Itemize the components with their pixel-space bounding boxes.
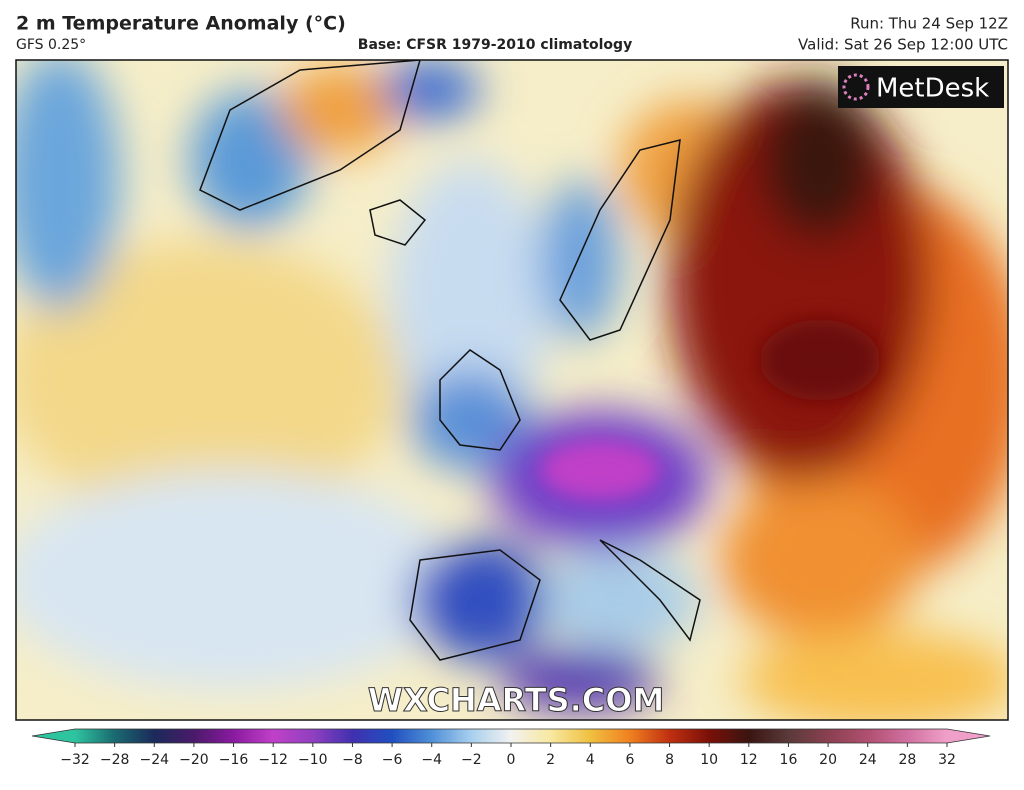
map-frame — [15, 59, 1009, 721]
colorbar-tick-label: −4 — [421, 752, 442, 768]
colorbar-tick-label: 24 — [859, 752, 877, 768]
run: Run: Thu 24 Sep 12Z — [850, 15, 1008, 33]
colorbar-tick-label: 16 — [780, 752, 798, 768]
colorbar-tick-label: 4 — [586, 752, 595, 768]
colorbar-tick-label: −12 — [258, 752, 288, 768]
colorbar-tick-label: 6 — [625, 752, 634, 768]
colorbar-tick-label: −28 — [100, 752, 130, 768]
colorbar-tick-label: 8 — [665, 752, 674, 768]
colorbar-tick-label: −2 — [461, 752, 482, 768]
colorbar-tick-label: −32 — [60, 752, 90, 768]
model: GFS 0.25° — [16, 37, 86, 53]
colorbar-tick-label: 32 — [938, 752, 956, 768]
colorbar-tick-label: 0 — [507, 752, 516, 768]
colorbar-tick-label: −16 — [219, 752, 249, 768]
base: Base: CFSR 1979-2010 climatology — [358, 37, 632, 53]
colorbar-tick-label: −20 — [179, 752, 209, 768]
colorbar-tick-label: −6 — [382, 752, 403, 768]
logo: MetDesk — [876, 74, 989, 104]
colorbar-bar — [31, 728, 991, 744]
valid: Valid: Sat 26 Sep 12:00 UTC — [798, 36, 1008, 54]
colorbar-tick-label: −8 — [342, 752, 363, 768]
map: MetDesk WXCHARTS.COM — [16, 60, 1008, 720]
colorbar-tick-label: −24 — [139, 752, 169, 768]
colorbar-tick-label: 28 — [898, 752, 916, 768]
colorbar-tick-label: 2 — [546, 752, 555, 768]
colorbar-tick-label: 12 — [740, 752, 758, 768]
colorbar-tick-label: 10 — [700, 752, 718, 768]
logo-box — [838, 66, 1004, 108]
watermark: WXCHARTS.COM — [368, 681, 665, 719]
title: 2 m Temperature Anomaly (°C) — [16, 13, 346, 35]
colorbar: −32 −28 −24 −20 −16 −12 −10 −8 −6 −4 −2 0 2 4 6 8 10 12 16… — [31, 728, 991, 768]
colorbar-tick-label: 20 — [819, 752, 837, 768]
colorbar-tick-label: −10 — [298, 752, 328, 768]
